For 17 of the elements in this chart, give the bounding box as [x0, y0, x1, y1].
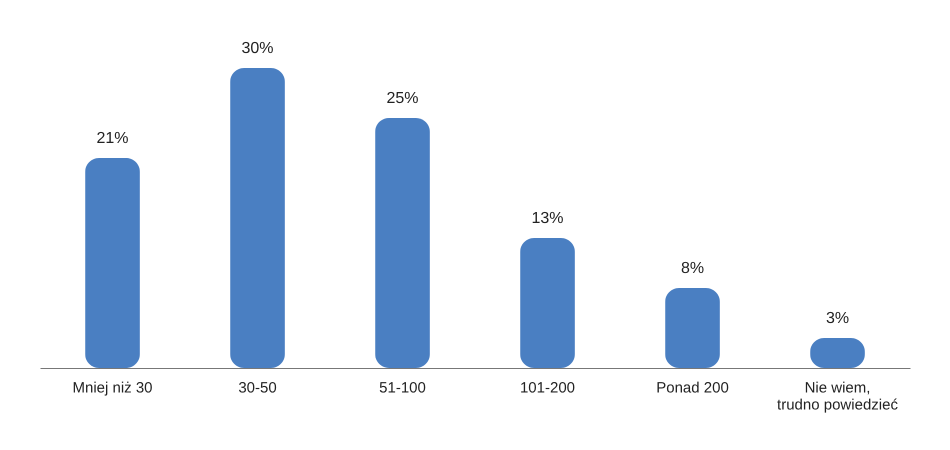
bar: [85, 158, 140, 368]
x-tick-label: 101-200: [520, 380, 576, 396]
bar: [520, 238, 575, 368]
x-tick-label: Nie wiem, trudno powiedzieć: [777, 380, 898, 414]
data-label: 3%: [826, 310, 850, 327]
x-tick-label: 51-100: [379, 380, 426, 396]
data-label: 8%: [680, 260, 704, 277]
bar: [665, 288, 720, 368]
x-tick-label: Mniej niż 30: [72, 380, 153, 396]
data-label: 25%: [386, 90, 419, 107]
bar: [375, 118, 430, 368]
data-label: 30%: [241, 40, 274, 57]
data-label: 21%: [96, 130, 129, 147]
x-tick-label: Ponad 200: [656, 380, 729, 396]
x-tick-label: 30-50: [238, 380, 277, 396]
bar: [230, 68, 285, 368]
data-label: 13%: [531, 210, 564, 227]
